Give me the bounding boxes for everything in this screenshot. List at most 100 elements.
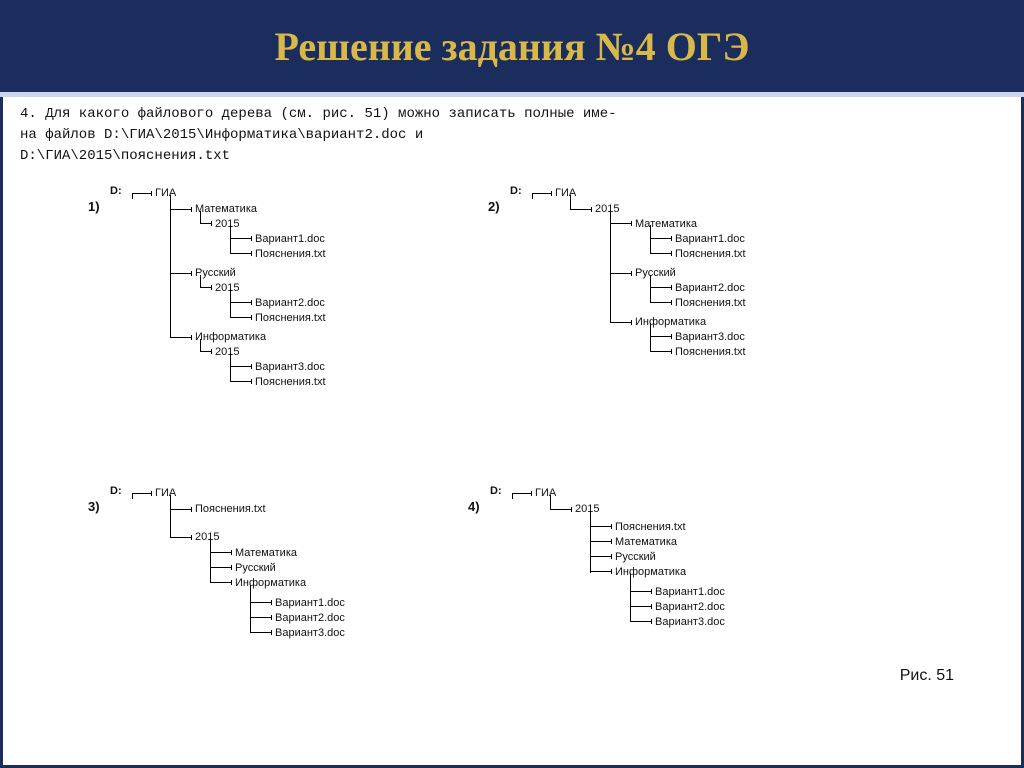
tree-connector-h	[210, 582, 232, 583]
tree-tick	[191, 207, 192, 212]
slide-title: Решение задания №4 ОГЭ	[275, 23, 750, 70]
tree-connector-h	[650, 253, 672, 254]
question-line: на файлов D:\ГИА\2015\Информатика\вариан…	[20, 125, 1004, 146]
tree-tick	[651, 619, 652, 624]
tree-connector-h	[230, 381, 252, 382]
tree-node: Русский	[615, 551, 656, 565]
tree-tick	[651, 589, 652, 594]
tree-tick	[191, 271, 192, 276]
tree-connector-h	[610, 223, 632, 224]
tree-node: Математика	[635, 218, 697, 232]
tree-connector-v	[230, 289, 231, 317]
tree-tick	[271, 615, 272, 620]
tree-node: Вариант1.doc	[655, 586, 725, 600]
tree-node: Вариант1.doc	[255, 233, 325, 247]
tree-connector-v	[230, 225, 231, 253]
tree-node: Русский	[235, 562, 276, 576]
tree-connector-v	[250, 585, 251, 633]
tree-node: ГИА	[535, 487, 556, 501]
tree-tick	[211, 221, 212, 226]
tree-node: Информатика	[195, 331, 266, 345]
tree-tick	[651, 604, 652, 609]
tree-tick	[151, 491, 152, 496]
tree-tick	[631, 271, 632, 276]
tree-tick	[671, 251, 672, 256]
tree-node: 2015	[575, 503, 599, 517]
tree-tick	[191, 335, 192, 340]
option-number: 4)	[468, 499, 480, 515]
tree-tick	[671, 300, 672, 305]
tree-tick	[251, 315, 252, 320]
tree-connector-v	[230, 353, 231, 381]
tree-node: Вариант3.doc	[655, 616, 725, 630]
tree-tick	[611, 569, 612, 574]
tree-tick	[231, 550, 232, 555]
tree-node: Информатика	[235, 577, 306, 591]
tree-tick	[671, 349, 672, 354]
header-strip	[0, 92, 1024, 97]
tree-connector-h	[650, 351, 672, 352]
tree-tick	[191, 507, 192, 512]
tree-connector-h	[230, 317, 252, 318]
tree-node: 2015	[215, 346, 239, 360]
corner-decoration-tr	[938, 8, 1016, 58]
tree-connector-v	[650, 323, 651, 351]
tree-root: D:	[510, 185, 522, 199]
tree-node: Вариант3.doc	[675, 331, 745, 345]
question-line: D:\ГИА\2015\пояснения.txt	[20, 146, 1004, 167]
tree-node: Пояснения.txt	[675, 297, 746, 311]
tree-node: ГИА	[155, 487, 176, 501]
tree-connector-h	[230, 238, 252, 239]
tree-connector-v	[170, 195, 171, 337]
question-line: 4. Для какого файлового дерева (см. рис.…	[20, 104, 1004, 125]
tree-connector-v	[170, 495, 171, 537]
tree-tick	[591, 207, 592, 212]
tree-tick	[251, 300, 252, 305]
tree-connector-h	[170, 337, 192, 338]
tree-tick	[611, 524, 612, 529]
tree-connector-h	[650, 302, 672, 303]
tree-tick	[151, 191, 152, 196]
tree-connector-h	[630, 621, 652, 622]
tree-connector-h	[170, 509, 192, 510]
tree-root: D:	[110, 185, 122, 199]
tree-node: Пояснения.txt	[255, 248, 326, 262]
slide-content: 4. Для какого файлового дерева (см. рис.…	[20, 104, 1004, 758]
tree-tick	[251, 364, 252, 369]
tree-node: Вариант3.doc	[275, 627, 345, 641]
option-number: 2)	[488, 199, 500, 215]
tree-tick	[231, 565, 232, 570]
tree-connector-h	[210, 552, 232, 553]
tree-connector-h	[250, 632, 272, 633]
tree-connector-h	[132, 193, 152, 194]
tree-node: Русский	[195, 267, 236, 281]
corner-decoration-tl	[8, 8, 86, 58]
tree-root: D:	[490, 485, 502, 499]
trees-area: 1)D:ГИАМатематика2015Вариант1.docПояснен…	[20, 185, 1004, 745]
tree-connector-h	[230, 302, 252, 303]
tree-node: Математика	[235, 547, 297, 561]
tree-connector-v	[570, 195, 571, 209]
tree-connector-h	[512, 493, 532, 494]
question-text: 4. Для какого файлового дерева (см. рис.…	[20, 104, 1004, 167]
tree-node: 2015	[595, 203, 619, 217]
tree-node: Информатика	[615, 566, 686, 580]
tree-connector-h	[170, 537, 192, 538]
tree-connector-h	[210, 567, 232, 568]
tree-connector-v	[650, 225, 651, 253]
tree-connector-h	[170, 209, 192, 210]
tree-connector-v	[210, 539, 211, 583]
tree-connector-h	[590, 541, 612, 542]
tree-node: ГИА	[155, 187, 176, 201]
tree-connector-h	[230, 253, 252, 254]
tree-tick	[571, 507, 572, 512]
tree-connector-h	[590, 556, 612, 557]
tree-connector-h	[250, 617, 272, 618]
option-number: 1)	[88, 199, 100, 215]
tree-connector-h	[170, 273, 192, 274]
figure-caption: Рис. 51	[900, 667, 954, 685]
tree-connector-h	[650, 238, 672, 239]
tree-node: Математика	[195, 203, 257, 217]
tree-connector-v	[590, 511, 591, 573]
tree-connector-h	[590, 571, 612, 572]
